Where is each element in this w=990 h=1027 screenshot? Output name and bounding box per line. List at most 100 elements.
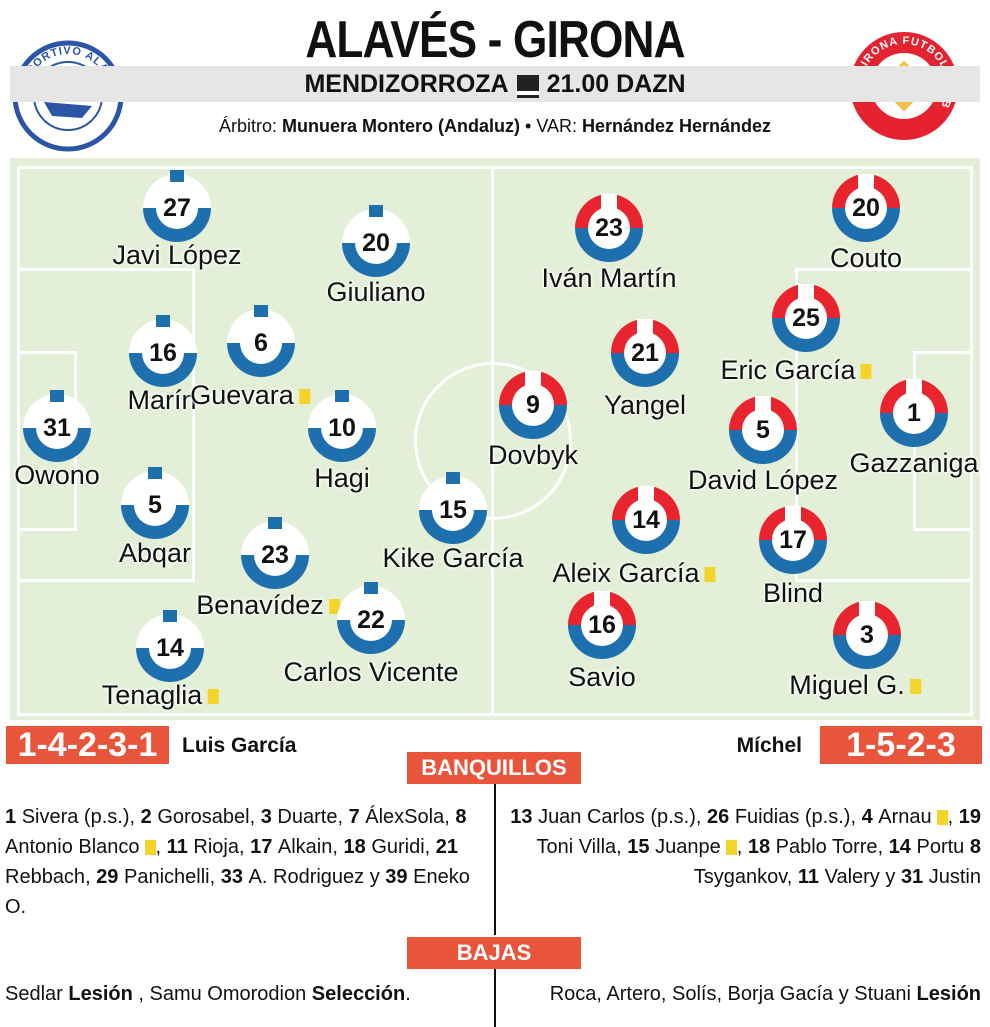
player-name: Guevara — [190, 380, 310, 411]
bench-player: 7 ÁlexSola, — [349, 806, 456, 828]
separator: , — [616, 836, 628, 858]
away-shirt-marker: 5 — [729, 396, 797, 464]
absence-text: Sedlar — [5, 983, 69, 1005]
bench-section-header: BANQUILLOS — [407, 752, 581, 784]
player-number: 16 — [581, 604, 623, 646]
absence-text: . — [405, 983, 411, 1005]
separator: , — [129, 806, 141, 828]
player-name-text: Tenaglia — [101, 680, 203, 710]
bench-number: 11 — [166, 836, 194, 858]
yellow-card-icon — [704, 567, 716, 583]
player-name-text: Iván Martín — [541, 263, 677, 293]
bench-name: Tsygankov — [693, 866, 787, 888]
player-name-text: Kike García — [382, 543, 524, 573]
bench-player: 8 Tsygankov, — [694, 836, 981, 888]
yellow-card-icon — [144, 840, 156, 856]
home-shirt-marker: 15 — [419, 472, 487, 544]
player-name-text: Miguel G. — [789, 670, 905, 700]
player-name: Couto — [830, 243, 902, 274]
shirt-collar — [50, 390, 64, 402]
player-number: 10 — [321, 407, 363, 449]
home-shirt-marker: 27 — [143, 170, 211, 242]
home-shirt-marker: 5 — [121, 467, 189, 539]
player-name: Gazzaniga — [849, 448, 978, 479]
yellow-card-icon — [860, 364, 872, 380]
player-number: 9 — [512, 384, 554, 426]
away-shirt-marker: 17 — [759, 506, 827, 574]
away-shirt-marker: 21 — [611, 319, 679, 387]
yellow-card-icon — [328, 599, 340, 615]
bench-number: 14 — [888, 836, 917, 858]
bench-name: Pablo Torre — [775, 836, 878, 858]
bench-player: 13 Juan Carlos (p.s.), — [510, 806, 707, 828]
shirt-collar — [254, 305, 268, 317]
separator: , — [444, 806, 456, 828]
separator: • — [524, 116, 532, 136]
yellow-card-icon — [909, 679, 921, 695]
home-formation: 1-4-2-3-1 — [6, 726, 169, 764]
separator: , — [850, 806, 862, 828]
player-name-text: Abqar — [118, 538, 192, 568]
absence-text: Roca, Artero, Solís, Borja Gacía y Stuan… — [549, 983, 917, 1005]
bench-name: Sivera (p.s.) — [21, 806, 130, 828]
player-name-text: Blind — [762, 578, 824, 608]
bench-name: A. Rodriguez — [248, 866, 365, 888]
bench-name: Antonio Blanco — [5, 836, 140, 858]
home-shirt-marker: 16 — [129, 315, 197, 387]
bench-number: 18 — [343, 836, 372, 858]
bench-player: 31 Justin — [901, 866, 981, 888]
player-name-text: David López — [687, 465, 839, 495]
away-formation: 1-5-2-3 — [820, 726, 982, 764]
bench-name: Duarte — [277, 806, 338, 828]
venue: MENDIZORROZA — [304, 70, 509, 98]
away-shirt-marker: 3 — [833, 601, 901, 669]
bench-player: 2 Gorosabel, — [141, 806, 261, 828]
bench-name: Rebbach — [5, 866, 86, 888]
absences-divider — [494, 969, 496, 1027]
bench-name: Arnau — [878, 806, 932, 828]
shirt-collar — [446, 472, 460, 484]
bench-player: 17 Alkain, — [250, 836, 343, 858]
bench-player: 3 Duarte, — [261, 806, 349, 828]
bench-player: 18 Guridi, — [344, 836, 436, 858]
referee-label: Árbitro: — [218, 116, 277, 136]
home-bench-list: 1 Sivera (p.s.), 2 Gorosabel, 3 Duarte, … — [5, 802, 475, 922]
player-number: 14 — [625, 499, 667, 541]
referee-name: Munuera Montero (Andaluz) — [281, 116, 520, 136]
player-name: Iván Martín — [541, 263, 676, 294]
bench-number: 13 — [510, 806, 539, 828]
separator: , — [786, 866, 798, 888]
player-number: 1 — [893, 392, 935, 434]
bench-number: 15 — [627, 836, 656, 858]
bench-player: 14 Portu — [889, 836, 970, 858]
player-name-text: Savio — [568, 662, 636, 692]
player-number: 16 — [142, 332, 184, 374]
player-name-text: Gazzaniga — [849, 448, 979, 478]
player-name: Marín — [127, 385, 196, 416]
player-number: 21 — [624, 332, 666, 374]
away-absences: Roca, Artero, Solís, Borja Gacía y Stuan… — [508, 979, 981, 1009]
bench-name: Panichelli — [124, 866, 210, 888]
bench-number: 19 — [958, 806, 981, 828]
home-coach: Luis García — [182, 734, 297, 757]
bench-number: 29 — [96, 866, 124, 888]
player-number: 3 — [846, 614, 888, 656]
yellow-card-icon — [298, 389, 310, 405]
bench-player: 33 A. Rodriguez y — [221, 866, 386, 888]
separator: y — [364, 866, 386, 888]
separator: , — [424, 836, 436, 858]
center-circle — [414, 362, 572, 520]
var-name: Hernández Hernández — [582, 116, 772, 136]
bench-player: 18 Pablo Torre, — [748, 836, 889, 858]
player-name: Carlos Vicente — [283, 657, 458, 688]
bench-number: 2 — [140, 806, 158, 828]
bench-number: 8 — [455, 806, 467, 828]
player-number: 6 — [240, 322, 282, 364]
away-shirt-marker: 14 — [612, 486, 680, 554]
player-name: David López — [688, 465, 838, 496]
bench-player: 19 Toni Villa, — [536, 806, 981, 858]
absences-section-header: BAJAS — [407, 937, 581, 969]
away-shirt-marker: 9 — [499, 371, 567, 439]
venue-line: MENDIZORROZA 21.00 DAZN — [0, 70, 990, 99]
